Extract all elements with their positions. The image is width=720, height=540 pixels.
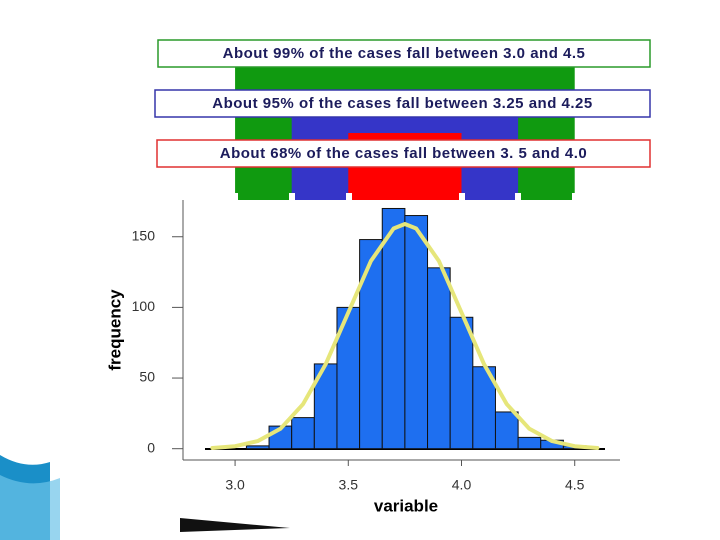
x-tick-label: 4.0 xyxy=(452,477,472,493)
band-gap xyxy=(346,193,352,201)
band-gap xyxy=(515,193,521,201)
bar xyxy=(245,445,270,450)
x-tick-label: 3.5 xyxy=(339,477,359,493)
label-box xyxy=(157,39,651,68)
band-gap xyxy=(459,193,465,201)
band-gap xyxy=(232,193,238,201)
band-label: About 95% of the cases fall between 3.25… xyxy=(212,95,592,112)
bar xyxy=(404,215,429,450)
band-gap xyxy=(572,193,578,201)
bar xyxy=(517,436,542,450)
label-box xyxy=(154,89,651,118)
decoration xyxy=(180,518,290,532)
bar xyxy=(427,267,451,450)
y-tick-label: 100 xyxy=(132,298,156,314)
y-tick-label: 0 xyxy=(147,439,155,455)
bar xyxy=(381,207,406,450)
x-axis-label: variable xyxy=(374,496,438,515)
y-axis-label: frequency xyxy=(105,289,124,371)
band-label: About 99% of the cases fall between 3.0 … xyxy=(223,45,586,62)
y-tick-label: 150 xyxy=(132,227,156,243)
band-gap xyxy=(289,193,295,201)
decoration xyxy=(0,475,60,540)
x-tick-label: 3.0 xyxy=(225,477,245,493)
normal-curve xyxy=(210,222,600,450)
bar xyxy=(291,417,315,450)
x-tick-label: 4.5 xyxy=(565,477,585,493)
bar xyxy=(494,411,519,450)
label-box xyxy=(156,139,651,168)
y-tick-label: 50 xyxy=(139,369,155,385)
band-label: About 68% of the cases fall between 3. 5… xyxy=(220,145,587,162)
bar xyxy=(449,316,474,450)
bar xyxy=(359,239,383,450)
band-cut xyxy=(230,201,580,209)
